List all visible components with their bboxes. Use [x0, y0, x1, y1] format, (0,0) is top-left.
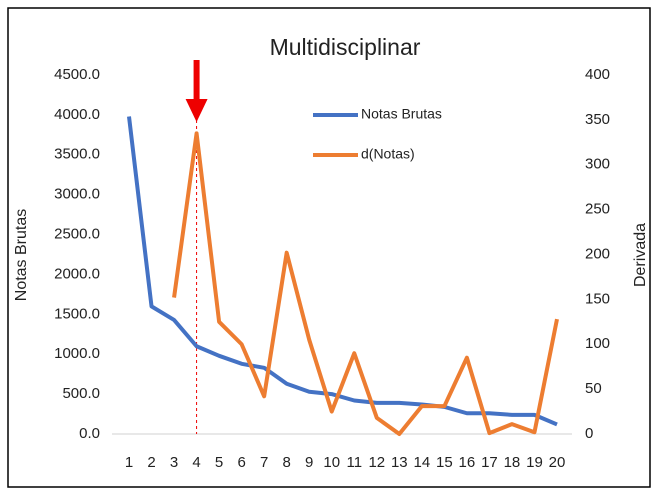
x-tick-label: 2 [147, 454, 155, 471]
y-tick-label: 3500.0 [54, 146, 100, 163]
marker-arrow-shaft [193, 60, 200, 100]
y2-axis-title: Derivada [632, 223, 649, 287]
x-tick-label: 1 [125, 454, 133, 471]
y-tick-label: 4500.0 [54, 66, 100, 83]
x-tick-label: 19 [526, 454, 543, 471]
x-tick-label: 14 [413, 454, 430, 471]
y2-tick-label: 50 [585, 380, 602, 397]
y2-tick-label: 0 [585, 425, 593, 442]
x-tick-label: 16 [459, 454, 476, 471]
x-tick-label: 15 [436, 454, 453, 471]
x-tick-label: 4 [192, 454, 200, 471]
y-tick-label: 2000.0 [54, 265, 100, 282]
y2-tick-label: 150 [585, 290, 610, 307]
x-tick-label: 13 [391, 454, 408, 471]
series-line [127, 116, 558, 427]
x-tick-label: 5 [215, 454, 223, 471]
x-tick-label: 17 [481, 454, 498, 471]
x-tick-label: 9 [305, 454, 313, 471]
y2-tick-label: 350 [585, 111, 610, 128]
x-tick-label: 18 [504, 454, 521, 471]
x-tick-label: 12 [368, 454, 385, 471]
y-tick-label: 1500.0 [54, 305, 100, 322]
chart-title: Multidisciplinar [270, 34, 421, 60]
y2-tick-label: 100 [585, 335, 610, 352]
y-tick-label: 500.0 [62, 385, 100, 402]
y-tick-label: 1000.0 [54, 345, 100, 362]
x-tick-label: 11 [346, 454, 362, 471]
y-tick-label: 0.0 [79, 425, 100, 442]
y-tick-label: 4000.0 [54, 106, 100, 123]
x-tick-label: 10 [323, 454, 340, 471]
legend-label: d(Notas) [361, 146, 415, 162]
y-tick-label: 3000.0 [54, 186, 100, 203]
x-tick-label: 3 [170, 454, 178, 471]
series-line [172, 131, 559, 436]
marker-arrow-head [185, 99, 208, 122]
y-axis-title: Notas Brutas [13, 209, 30, 301]
y2-tick-label: 300 [585, 156, 610, 173]
x-tick-label: 8 [283, 454, 291, 471]
y-tick-label: 2500.0 [54, 226, 100, 243]
x-tick-label: 7 [260, 454, 268, 471]
y2-tick-label: 200 [585, 245, 610, 262]
y2-tick-label: 250 [585, 201, 610, 218]
y2-tick-label: 400 [585, 66, 610, 83]
x-tick-label: 6 [237, 454, 245, 471]
legend-label: Notas Brutas [361, 106, 442, 122]
x-tick-label: 20 [549, 454, 566, 471]
chart-border [7, 7, 651, 488]
